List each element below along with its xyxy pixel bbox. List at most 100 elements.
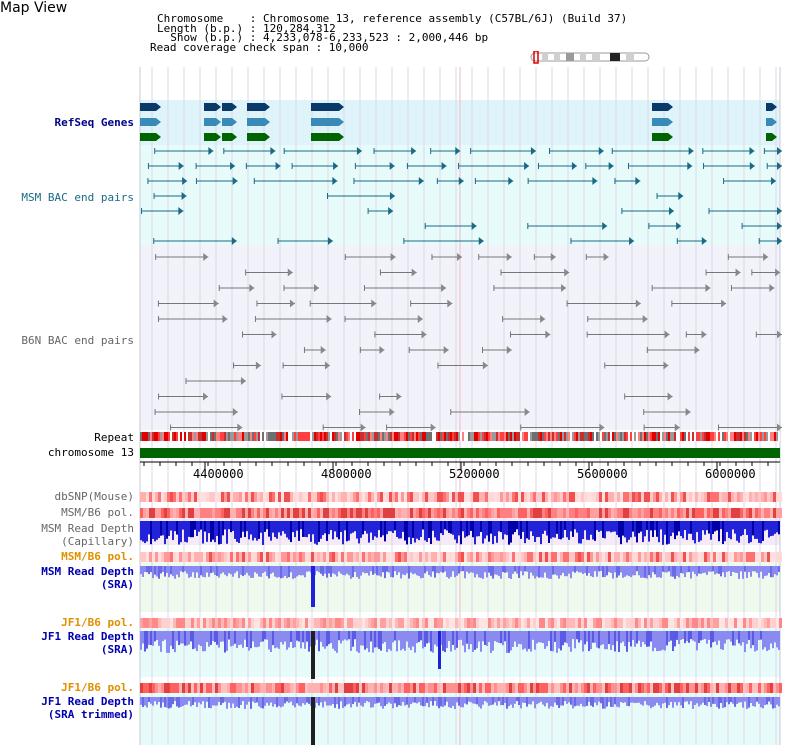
chromosome-bar: [140, 448, 780, 458]
polymorphism-cell: [566, 683, 569, 693]
read-depth-bar: [208, 631, 210, 647]
polymorphism-cell: [152, 508, 155, 518]
read-depth-bar: [642, 521, 644, 543]
repeat-segment: [168, 432, 170, 441]
polymorphism-cell: [143, 618, 146, 628]
read-depth-bar: [532, 631, 534, 640]
polymorphism-cell: [416, 508, 419, 518]
refseq-gene-arrow: [156, 103, 161, 111]
read-depth-bar: [702, 697, 704, 703]
polymorphism-cell: [356, 618, 359, 628]
polymorphism-cell: [479, 618, 482, 628]
read-depth-bar: [714, 697, 716, 704]
polymorphism-cell: [773, 683, 776, 693]
repeat-segment: [608, 432, 610, 441]
read-depth-bar: [758, 566, 760, 578]
track-label-msm-bac[interactable]: MSM BAC end pairs: [21, 191, 134, 204]
polymorphism-cell: [242, 683, 245, 693]
polymorphism-cell: [605, 508, 608, 518]
refseq-gene: [247, 118, 265, 126]
polymorphism-cell: [143, 492, 146, 502]
polymorphism-cell: [449, 508, 452, 518]
track-label-refseq[interactable]: RefSeq Genes: [54, 116, 134, 129]
read-depth-bar: [616, 631, 618, 642]
refseq-gene-arrow: [216, 133, 221, 141]
read-depth-bar: [214, 521, 216, 543]
repeat-segment: [238, 432, 240, 441]
polymorphism-cell: [542, 683, 545, 693]
polymorphism-cell: [752, 552, 755, 562]
polymorphism-cell: [209, 508, 212, 518]
read-depth-bar: [200, 521, 202, 530]
polymorphism-cell: [629, 683, 632, 693]
read-depth-bar: [734, 521, 736, 534]
polymorphism-cell: [422, 508, 425, 518]
repeat-segment: [376, 432, 378, 441]
read-depth-bar: [698, 566, 700, 574]
read-depth-bar: [584, 697, 586, 707]
polymorphism-cell: [176, 508, 179, 518]
read-depth-bar: [328, 521, 330, 535]
polymorphism-cell: [647, 683, 650, 693]
read-depth-bar: [542, 631, 544, 644]
read-depth-bar: [442, 566, 444, 573]
read-depth-bar: [240, 521, 242, 538]
read-depth-bar: [426, 697, 428, 703]
read-depth-bar: [220, 566, 222, 574]
read-depth-bar: [164, 697, 166, 708]
read-depth-bar: [640, 697, 642, 705]
read-depth-bar: [294, 566, 296, 579]
read-depth-bar: [548, 521, 550, 543]
polymorphism-cell: [185, 508, 188, 518]
read-depth-bar: [370, 631, 372, 642]
read-depth-bar: [140, 521, 142, 541]
repeat-segment: [282, 432, 284, 441]
polymorphism-cell: [437, 552, 440, 562]
polymorphism-cell: [404, 492, 407, 502]
repeat-segment: [440, 432, 442, 441]
read-depth-bar: [750, 566, 752, 577]
msm-bac-arrow: [230, 162, 236, 170]
read-depth-bar: [146, 631, 148, 649]
read-depth-bar: [432, 521, 434, 531]
polymorphism-cell: [314, 552, 317, 562]
read-depth-bar: [552, 631, 554, 652]
polymorphism-cell: [335, 683, 338, 693]
track-label-b6n-bac[interactable]: B6N BAC end pairs: [21, 334, 134, 347]
read-depth-bar: [504, 566, 506, 573]
polymorphism-cell: [647, 508, 650, 518]
polymorphism-cell: [656, 552, 659, 562]
polymorphism-cell: [605, 552, 608, 562]
polymorphism-cell: [317, 492, 320, 502]
read-depth-bar: [152, 697, 154, 706]
read-depth-bar: [434, 566, 436, 578]
read-depth-bar: [772, 566, 774, 578]
polymorphism-cell: [656, 492, 659, 502]
read-depth-bar: [574, 631, 576, 649]
read-depth-bar: [154, 566, 156, 575]
repeat-segment: [318, 432, 320, 441]
read-depth-bar: [568, 697, 570, 703]
polymorphism-cell: [203, 508, 206, 518]
read-depth-bar: [654, 631, 656, 648]
read-depth-bar: [502, 521, 504, 540]
read-depth-bar: [742, 521, 744, 535]
chromosome-ideogram[interactable]: [528, 51, 652, 64]
read-depth-bar: [226, 631, 228, 651]
polymorphism-cell: [644, 683, 647, 693]
polymorphism-cell: [248, 618, 251, 628]
polymorphism-cell: [683, 552, 686, 562]
repeat-segment: [194, 432, 196, 441]
polymorphism-cell: [245, 492, 248, 502]
read-depth-bar: [752, 566, 754, 572]
read-depth-bar: [408, 697, 410, 708]
polymorphism-cell: [623, 508, 626, 518]
read-depth-bar: [696, 631, 698, 651]
read-depth-bar: [756, 697, 758, 702]
read-depth-bar: [492, 631, 494, 651]
read-depth-bar: [584, 566, 586, 573]
read-depth-bar: [282, 566, 284, 578]
read-depth-bar: [718, 631, 720, 641]
read-depth-bar: [216, 697, 218, 706]
